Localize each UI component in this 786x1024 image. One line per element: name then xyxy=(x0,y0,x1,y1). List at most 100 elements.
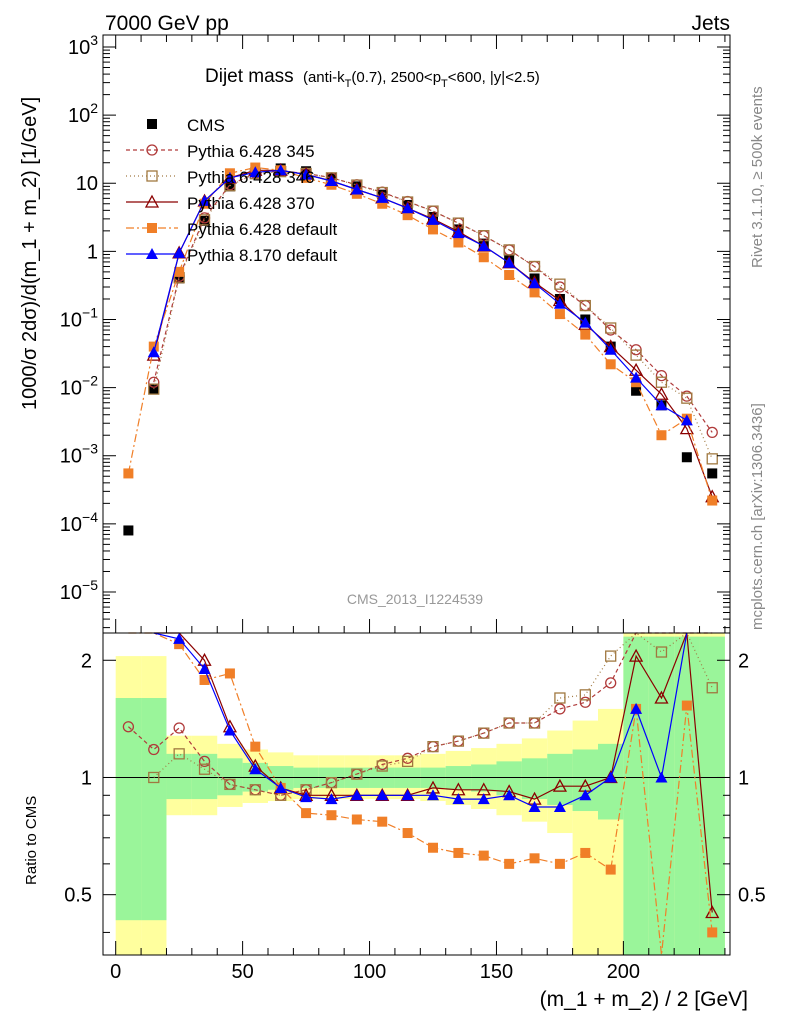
ratio-point-4-19 xyxy=(604,771,617,783)
main-point-4-19 xyxy=(605,359,616,370)
ratio-point-4-13 xyxy=(452,793,465,805)
ratio-point-1-10 xyxy=(376,760,388,772)
y-tick-label: 102 xyxy=(68,100,98,127)
ratio-point-4-17 xyxy=(553,800,566,812)
ratio-y-axis-label: Ratio to CMS xyxy=(23,796,40,885)
y-tick-label: 10−5 xyxy=(60,577,98,604)
ratio-line-2 xyxy=(153,632,713,913)
ratio-point-3-16 xyxy=(529,853,540,864)
band-stat-0 xyxy=(115,698,142,921)
main-point-4-23 xyxy=(707,495,718,506)
legend-marker-4 xyxy=(147,223,157,233)
ratio-point-1-21 xyxy=(655,646,668,658)
legend-entry-5: Pythia 8.170 default xyxy=(126,246,338,265)
legend-label-4: Pythia 6.428 default xyxy=(187,220,338,239)
main-point-5-1 xyxy=(147,346,160,358)
ratio-y-tick-label-right: 0.5 xyxy=(738,885,766,907)
ratio-y-tick-label: 1 xyxy=(81,767,92,789)
ratio-y-tick-label-right: 2 xyxy=(738,650,749,672)
ratio-point-3-2 xyxy=(174,639,185,650)
main-point-3-22 xyxy=(679,421,694,435)
ratio-point-4-18 xyxy=(579,789,592,801)
x-axis: 0 50 100 150 200 xyxy=(110,35,726,983)
ratio-point-3-3 xyxy=(199,674,210,685)
ratio-point-2-21 xyxy=(654,690,669,704)
ratio-point-2-23 xyxy=(705,905,720,919)
legend-label-0: CMS xyxy=(187,116,225,135)
legend-marker-0 xyxy=(147,119,157,129)
y-axis-label: 1000/σ 2dσ)/d(m_1 + m_2) [1/GeV] xyxy=(19,97,41,410)
x-axis-label: (m_1 + m_2) / 2 [GeV] xyxy=(540,988,748,1011)
main-point-1-23 xyxy=(706,426,718,439)
ratio-series-layer xyxy=(122,632,720,956)
main-point-4-18 xyxy=(580,329,591,340)
main-point-5-13 xyxy=(452,227,465,239)
main-point-2-15 xyxy=(503,244,515,256)
main-point-5-18 xyxy=(579,316,592,328)
ratio-point-3-19 xyxy=(605,864,616,875)
ratio-point-4-12 xyxy=(427,789,439,801)
ratio-point-1-17 xyxy=(554,692,566,704)
main-point-2-19 xyxy=(605,322,617,334)
main-point-4-14 xyxy=(478,252,489,263)
ratio-point-4-3 xyxy=(198,662,211,674)
x-tick-label: 0 xyxy=(110,961,121,983)
ratio-point-4-8 xyxy=(325,793,338,805)
main-point-5-22 xyxy=(680,414,693,426)
ratio-point-4-7 xyxy=(300,791,313,803)
main-point-5-5 xyxy=(249,166,262,178)
ratio-point-3-5 xyxy=(250,741,261,752)
legend-entry-3: Pythia 6.428 370 xyxy=(126,194,315,213)
main-point-5-10 xyxy=(376,191,389,203)
ratio-point-1-19 xyxy=(605,650,617,662)
main-point-0-4 xyxy=(224,181,235,192)
main-point-5-14 xyxy=(477,239,490,251)
main-point-4-17 xyxy=(554,309,565,320)
main-point-5-8 xyxy=(325,174,338,186)
ratio-line-4 xyxy=(153,632,688,808)
ratio-point-3-13 xyxy=(453,847,464,858)
ratio-point-4-21 xyxy=(655,771,668,783)
main-point-2-16 xyxy=(528,260,541,273)
main-point-5-11 xyxy=(401,202,414,214)
legend-label-2: Pythia 6.428 346 xyxy=(187,168,315,187)
main-point-0-1 xyxy=(148,384,159,395)
ratio-point-1-15 xyxy=(503,717,515,729)
ratio-point-3-4 xyxy=(224,668,235,679)
main-point-0-20 xyxy=(631,385,642,396)
main-line-4 xyxy=(127,166,713,501)
ratio-point-4-5 xyxy=(249,763,262,775)
legend: CMS Pythia 6.428 345 Pythia 6.428 346 Pythi… xyxy=(126,116,338,265)
main-point-2-23 xyxy=(706,453,718,465)
ratio-point-4-14 xyxy=(477,793,490,805)
main-point-5-16 xyxy=(528,277,541,289)
main-point-2-17 xyxy=(554,278,566,290)
y-tick-label: 10−1 xyxy=(60,304,98,331)
main-point-4-12 xyxy=(428,224,438,235)
ratio-point-1-2 xyxy=(173,748,185,760)
ratio-point-3-9 xyxy=(351,814,362,825)
y-tick-label: 10 xyxy=(76,173,98,195)
ratio-point-1-18 xyxy=(579,689,591,701)
ratio-point-0-1 xyxy=(148,743,160,756)
legend-marker-3 xyxy=(144,194,160,208)
main-point-5-4 xyxy=(223,171,236,183)
ratio-point-3-10 xyxy=(377,816,388,827)
main-point-2-22 xyxy=(681,392,693,404)
main-line-1 xyxy=(153,170,713,433)
y-tick-label: 103 xyxy=(68,32,98,59)
main-point-5-3 xyxy=(198,194,211,206)
main-point-0-22 xyxy=(681,452,692,463)
ratio-y-tick-label-right: 1 xyxy=(738,767,749,789)
ratio-point-0-0 xyxy=(122,721,135,733)
main-point-5-7 xyxy=(300,168,313,180)
x-tick-label: 200 xyxy=(607,961,640,983)
ratio-series-1 xyxy=(148,632,718,801)
watermark: CMS_2013_I1224539 xyxy=(347,591,483,607)
ratio-point-4-15 xyxy=(503,789,516,801)
ratio-point-1-9 xyxy=(351,768,363,780)
main-point-1-1 xyxy=(148,376,160,388)
legend-entry-4: Pythia 6.428 default xyxy=(126,220,338,239)
ratio-point-1-12 xyxy=(427,740,439,753)
